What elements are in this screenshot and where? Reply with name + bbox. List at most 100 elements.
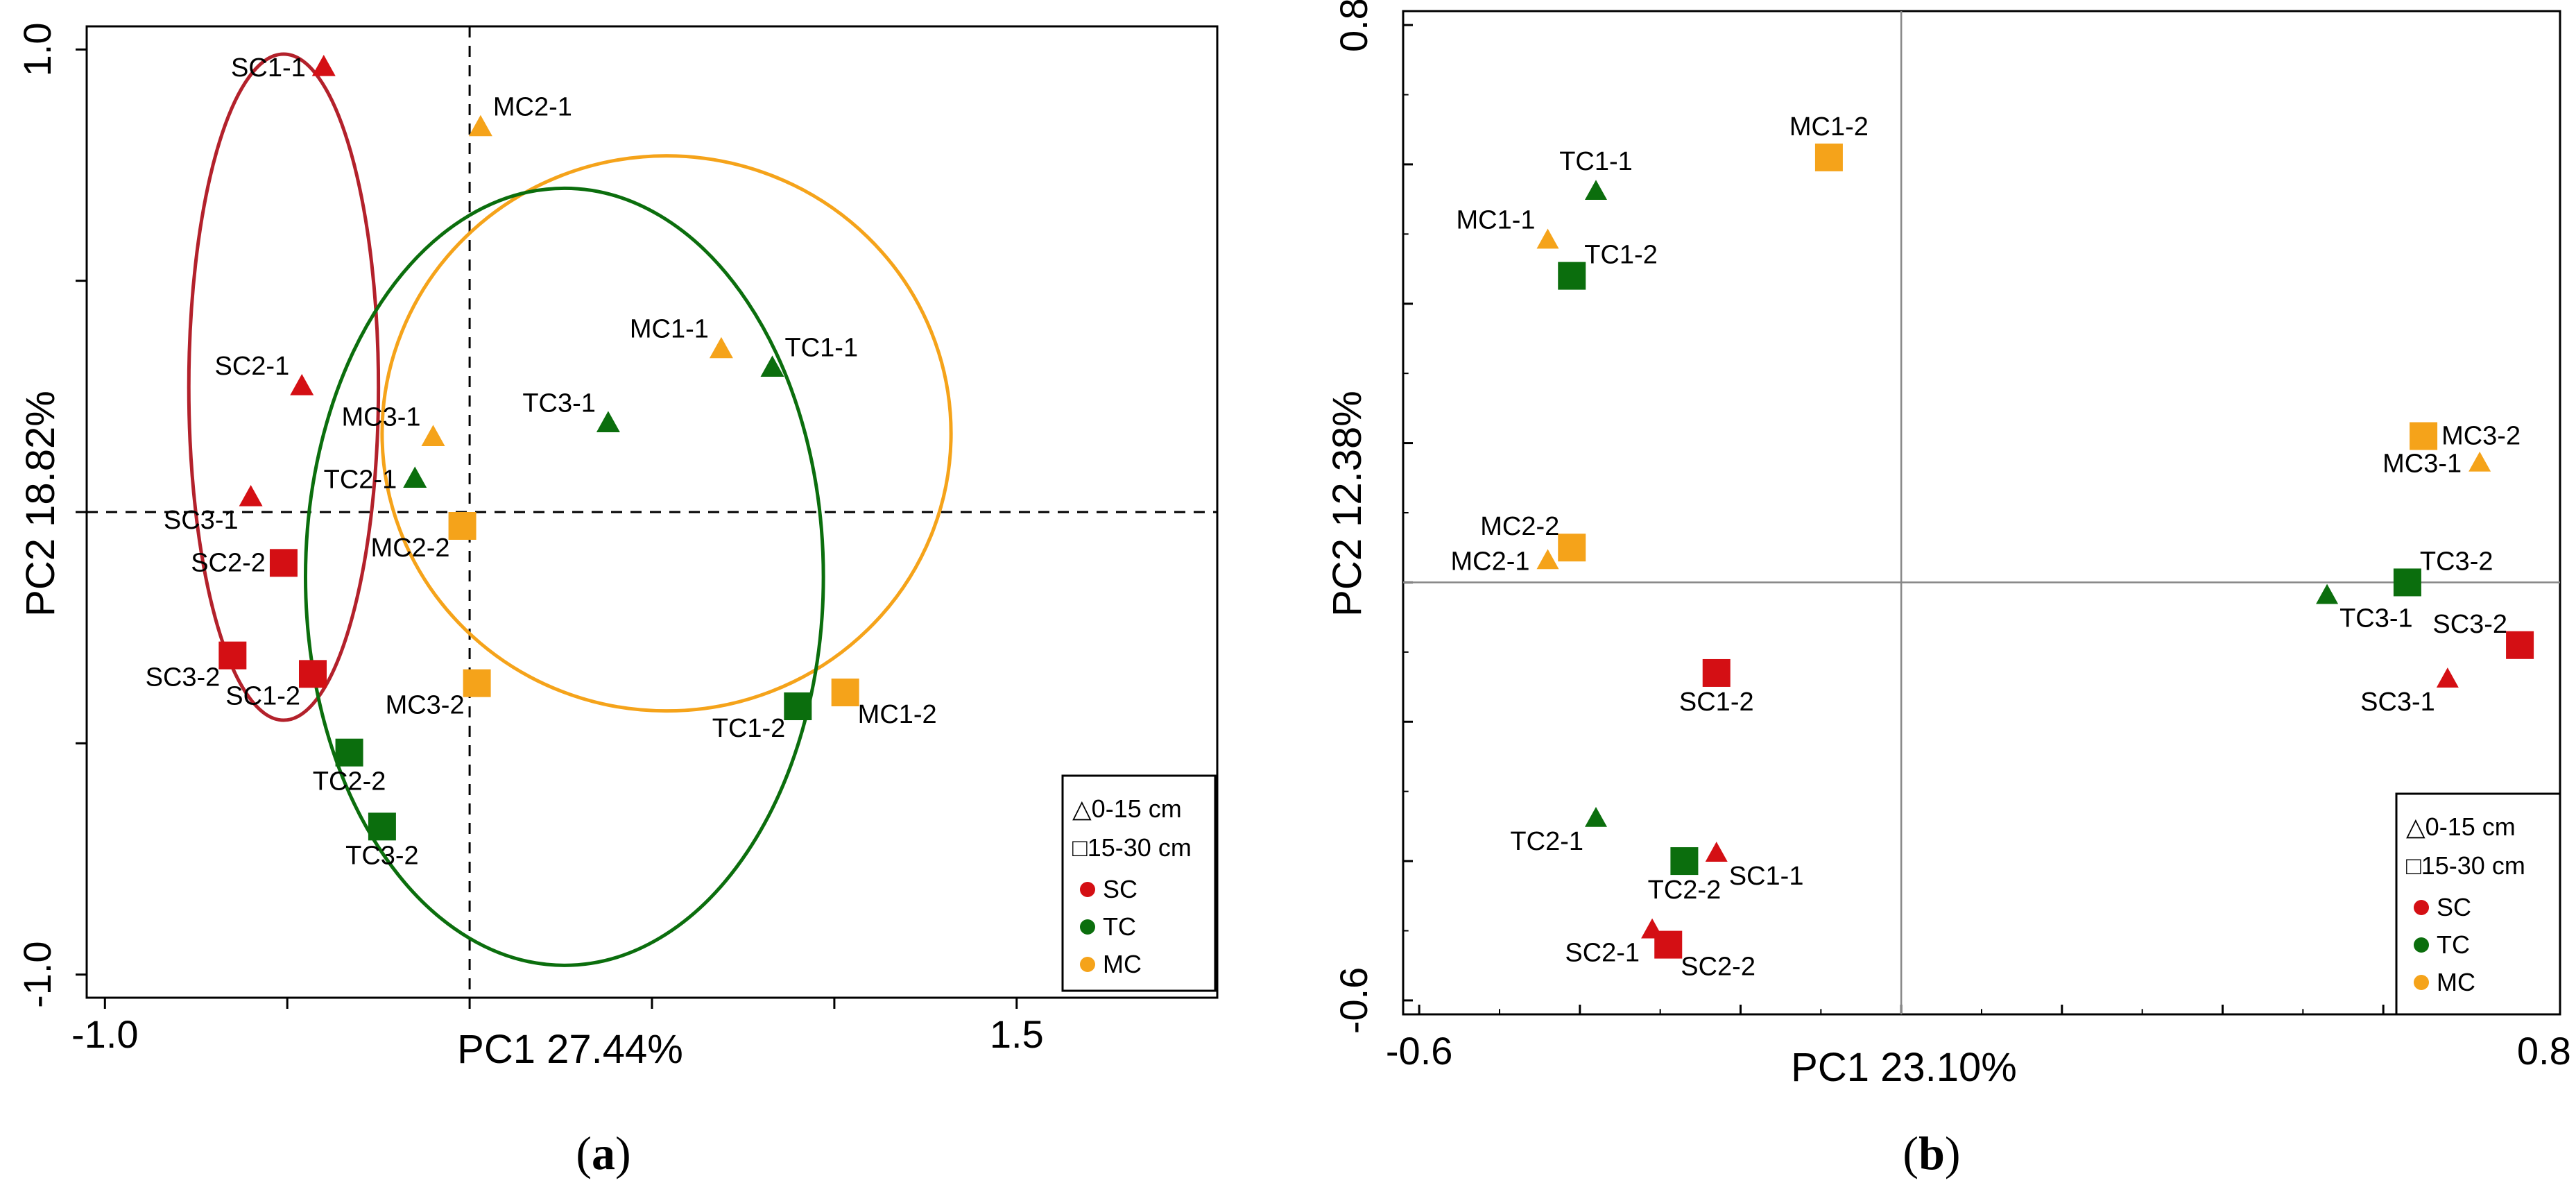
legend-label-tc: TC xyxy=(2437,930,2470,959)
legend-label-tc: TC xyxy=(1103,912,1136,941)
point-label-tc3-1: TC3-1 xyxy=(2339,604,2413,633)
point-label-sc1-2: SC1-2 xyxy=(225,681,300,710)
legend-shape-entry: △0-15 cm xyxy=(2406,812,2516,841)
legend-dot-mc xyxy=(1080,957,1095,972)
point-sc3-2 xyxy=(2506,631,2534,659)
point-label-sc2-1: SC2-1 xyxy=(1565,939,1640,968)
x-tick-label: -1.0 xyxy=(71,1012,139,1056)
legend-label-sc: SC xyxy=(1103,875,1137,903)
legend-dot-sc xyxy=(2414,900,2429,915)
x-axis-title: PC1 27.44% xyxy=(457,1027,683,1072)
point-mc1-2 xyxy=(1814,143,1843,171)
legend-shape-entry: △0-15 cm xyxy=(1072,794,1182,823)
panel-label-a: (a) xyxy=(576,1127,630,1179)
point-label-sc1-1: SC1-1 xyxy=(231,53,306,83)
point-tc2-1 xyxy=(403,466,427,488)
point-label-mc2-1: MC2-1 xyxy=(1450,547,1529,576)
point-mc3-2 xyxy=(2410,422,2438,450)
point-label-tc1-2: TC1-2 xyxy=(712,714,786,743)
legend-label-mc: MC xyxy=(1103,950,1142,978)
point-sc1-1 xyxy=(1705,842,1728,862)
point-tc3-2 xyxy=(368,812,396,841)
panel-label-letter: b xyxy=(1918,1127,1945,1179)
panel-label-b: (b) xyxy=(1903,1127,1960,1179)
legend: △0-15 cm □15-30 cm SC TC MC xyxy=(1061,774,1217,992)
panel-label-open-paren: ( xyxy=(576,1127,592,1179)
point-label-mc3-2: MC3-2 xyxy=(2441,422,2521,451)
point-label-sc1-2: SC1-2 xyxy=(1679,688,1754,717)
point-label-sc3-2: SC3-2 xyxy=(2432,610,2507,639)
chart-panel-b: -0.6 0.8 0.8 -0.6 PC1 23.10% PC2 12.38% MC1-2 T… xyxy=(1325,0,2571,1179)
confidence-ellipse-mc xyxy=(380,154,953,713)
legend-shape-entry: □15-30 cm xyxy=(1072,833,1192,862)
point-tc2-2 xyxy=(1670,847,1699,876)
legend-dot-mc xyxy=(2414,975,2429,990)
point-label-sc2-2: SC2-2 xyxy=(191,548,266,577)
confidence-ellipse-tc xyxy=(303,186,825,967)
point-mc2-1 xyxy=(1536,549,1559,570)
point-label-mc2-2: MC2-2 xyxy=(1480,512,1559,541)
point-sc3-1 xyxy=(239,485,263,506)
panel-label-open-paren: ( xyxy=(1903,1127,1918,1179)
point-label-tc2-1: TC2-1 xyxy=(1510,827,1583,856)
panel-label-letter: a xyxy=(592,1127,615,1179)
point-label-sc3-1: SC3-1 xyxy=(2360,688,2435,717)
point-label-sc2-2: SC2-2 xyxy=(1681,953,1755,982)
point-sc1-2 xyxy=(1702,658,1731,687)
point-tc2-2 xyxy=(335,738,363,767)
point-label-tc2-2: TC2-2 xyxy=(1648,876,1721,905)
point-tc1-2 xyxy=(1558,262,1586,290)
legend-dot-sc xyxy=(1080,882,1095,897)
point-tc3-2 xyxy=(2393,568,2421,597)
confidence-ellipse-sc xyxy=(187,52,381,722)
point-label-tc3-2: TC3-2 xyxy=(345,841,419,870)
point-label-sc1-1: SC1-1 xyxy=(1729,862,1804,891)
point-label-tc1-1: TC1-1 xyxy=(1559,147,1633,176)
point-mc2-2 xyxy=(448,512,476,540)
point-label-tc3-1: TC3-1 xyxy=(522,389,596,418)
point-tc1-1 xyxy=(760,355,784,377)
point-label-sc2-1: SC2-1 xyxy=(215,352,290,381)
point-label-tc3-2: TC3-2 xyxy=(2420,547,2493,576)
point-label-mc3-2: MC3-2 xyxy=(386,691,465,720)
point-label-tc1-1: TC1-1 xyxy=(785,333,859,362)
point-tc1-1 xyxy=(1585,180,1607,201)
point-label-mc1-1: MC1-1 xyxy=(1456,205,1535,235)
x-axis-title: PC1 23.10% xyxy=(1791,1045,2017,1090)
point-label-mc1-2: MC1-2 xyxy=(858,700,937,729)
point-mc3-1 xyxy=(421,425,445,446)
point-tc2-1 xyxy=(1585,806,1607,827)
point-mc1-1 xyxy=(709,337,733,359)
legend-label-sc: SC xyxy=(2437,893,2471,921)
point-label-tc2-2: TC2-2 xyxy=(313,767,386,797)
point-mc3-2 xyxy=(463,669,491,697)
point-label-mc1-2: MC1-2 xyxy=(1789,112,1869,142)
y-tick-label: -0.6 xyxy=(1332,967,1375,1034)
point-label-tc2-1: TC2-1 xyxy=(324,465,397,494)
panel-label-close-paren: ) xyxy=(1945,1127,1961,1179)
point-label-mc2-2: MC2-2 xyxy=(371,534,450,563)
y-tick-label: 0.8 xyxy=(1332,0,1375,52)
legend-dot-tc xyxy=(2414,937,2429,953)
legend-shape-entry: □15-30 cm xyxy=(2406,851,2525,880)
point-sc1-1 xyxy=(311,55,336,76)
y-axis-title: PC2 12.38% xyxy=(1325,391,1370,617)
point-mc3-1 xyxy=(2468,451,2491,472)
point-sc2-1 xyxy=(290,374,314,395)
legend-dot-tc xyxy=(1080,919,1095,935)
point-label-sc3-1: SC3-1 xyxy=(164,506,239,535)
point-mc2-1 xyxy=(468,114,492,137)
point-sc2-2 xyxy=(269,549,298,577)
point-sc3-1 xyxy=(2436,667,2459,688)
y-tick-label: 1.0 xyxy=(15,22,59,76)
point-tc3-1 xyxy=(2316,584,2339,604)
y-tick-label: -1.0 xyxy=(15,941,59,1008)
y-axis-title: PC2 18.82% xyxy=(18,391,63,617)
x-tick-label: -0.6 xyxy=(1386,1029,1453,1073)
x-tick-label: 1.5 xyxy=(990,1012,1044,1056)
point-label-mc2-1: MC2-1 xyxy=(493,93,572,122)
point-label-mc3-1: MC3-1 xyxy=(2382,450,2462,479)
panel-label-close-paren: ) xyxy=(615,1127,631,1179)
